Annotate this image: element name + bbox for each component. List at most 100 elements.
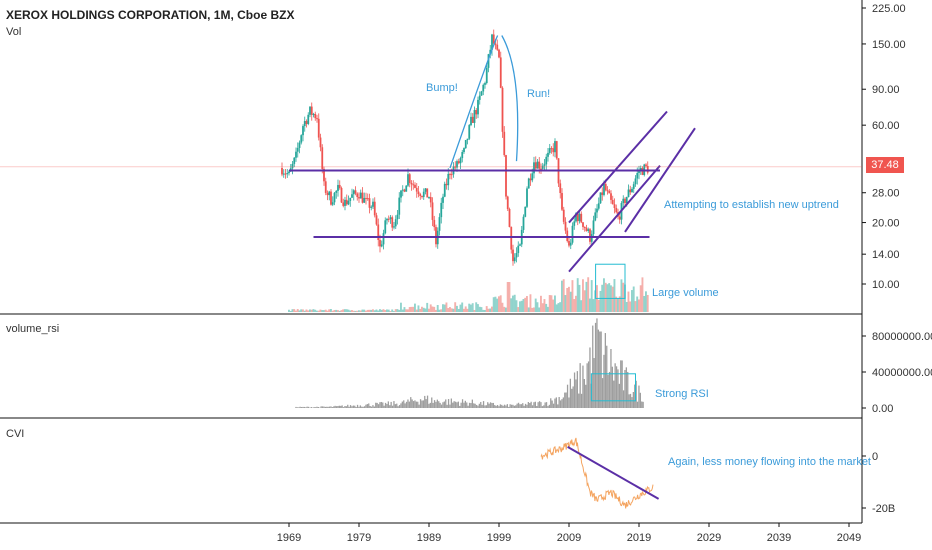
rsi-bar	[502, 405, 504, 408]
rsi-bar	[582, 365, 584, 408]
rsi-bar	[519, 404, 521, 408]
volume-bar	[622, 282, 625, 312]
volume-bar	[631, 290, 633, 312]
volume-bar	[375, 309, 378, 312]
candle-body	[512, 249, 514, 262]
time-tick-label: 1969	[277, 532, 301, 544]
cvi-pane-label[interactable]: CVI	[6, 428, 25, 440]
rsi-bar	[384, 402, 387, 408]
rsi-bar	[545, 402, 548, 408]
candle-body	[396, 214, 399, 220]
candle-body	[316, 118, 318, 120]
rsi-tick-label: 0.00	[872, 403, 893, 415]
rsi-bar	[389, 405, 391, 408]
rsi-bar	[597, 329, 599, 408]
rsi-bar	[456, 402, 458, 408]
rsi-bar	[554, 398, 556, 408]
volume-indicator-label[interactable]: Vol	[6, 26, 22, 38]
rsi-bar	[529, 403, 531, 408]
rsi-bar	[412, 401, 415, 408]
rsi-bar	[607, 374, 609, 408]
candle-body	[408, 174, 411, 183]
rsi-bar	[436, 399, 438, 408]
candle-body	[463, 148, 465, 153]
rsi-bar	[403, 400, 405, 408]
rsi-bar	[391, 405, 394, 408]
rsi-bar	[421, 400, 423, 408]
rsi-bar	[345, 406, 347, 408]
volume-bar	[540, 295, 542, 312]
volume-rsi-pane-label[interactable]: volume_rsi	[6, 323, 60, 335]
rsi-bar	[330, 406, 332, 408]
volume-bar	[594, 290, 597, 312]
rsi-bar	[443, 401, 445, 408]
rsi-bar	[621, 360, 623, 408]
volume-bar	[356, 310, 359, 312]
cvi-tick-label: 0	[872, 451, 878, 463]
candle-body	[412, 184, 415, 186]
cvi-annotation: Again, less money flowing into the marke…	[668, 456, 871, 468]
rsi-bar	[617, 369, 619, 408]
volume-bar	[442, 304, 444, 312]
volume-bar	[429, 304, 432, 312]
rsi-bar	[408, 401, 410, 408]
volume-bar	[480, 307, 483, 312]
rsi-bar	[341, 405, 343, 408]
rsi-bar	[635, 380, 637, 408]
candle-body	[610, 193, 612, 200]
volume-bar	[632, 286, 635, 312]
volume-bar	[645, 291, 647, 312]
candle-body	[417, 191, 420, 195]
rsi-bar	[417, 401, 419, 408]
volume-bar	[485, 306, 488, 312]
candle-body	[587, 229, 590, 231]
rsi-bar	[397, 406, 399, 408]
candle-body	[517, 245, 520, 254]
candle-body	[284, 173, 287, 175]
candle-body	[398, 197, 401, 215]
candle-body	[356, 193, 359, 198]
candle-body	[337, 184, 339, 191]
rsi-bar	[585, 384, 587, 408]
rsi-bar	[523, 405, 525, 408]
price-axis[interactable]: 225.00 150.00 90.00 60.00 28.00 20.00 14.00 10.…	[862, 3, 932, 515]
rsi-bar	[366, 404, 368, 408]
volume-bar	[354, 310, 357, 312]
candle-body	[489, 49, 492, 55]
rsi-bar	[396, 403, 398, 408]
rsi-bar	[415, 401, 417, 408]
volume-bar	[543, 299, 546, 312]
bump-annotation: Bump!	[426, 82, 458, 94]
volume-bar	[373, 310, 376, 312]
candle-body	[629, 189, 632, 193]
rsi-bar	[555, 397, 557, 408]
candle-body	[379, 240, 381, 247]
candle-body	[365, 197, 367, 199]
candle-body	[445, 183, 448, 186]
rsi-bar	[470, 403, 472, 408]
candle-body	[615, 207, 618, 213]
rsi-bar	[373, 406, 375, 408]
volume-bar	[366, 309, 369, 312]
volume-bar	[302, 309, 304, 312]
rsi-bar	[340, 405, 342, 408]
volume-bar	[470, 304, 472, 312]
candlestick-series	[281, 29, 649, 266]
volume-bar	[443, 304, 446, 312]
candle-body	[288, 171, 290, 174]
rsi-bar	[618, 383, 620, 408]
rsi-bar	[358, 406, 360, 408]
price-tick-label: 20.00	[872, 218, 900, 230]
volume-bar	[452, 308, 455, 312]
volume-bar	[340, 310, 343, 312]
volume-bar	[536, 302, 539, 312]
candle-body	[487, 54, 490, 68]
candle-body	[375, 215, 378, 225]
rsi-bar	[461, 399, 464, 408]
time-axis[interactable]: 1969 1979 1989 1999 2009 2019 2029 2039 2049	[277, 523, 861, 544]
volume-bar	[524, 297, 527, 312]
candle-body	[314, 113, 317, 119]
volume-bar	[408, 307, 411, 312]
volume-bar	[377, 310, 380, 312]
